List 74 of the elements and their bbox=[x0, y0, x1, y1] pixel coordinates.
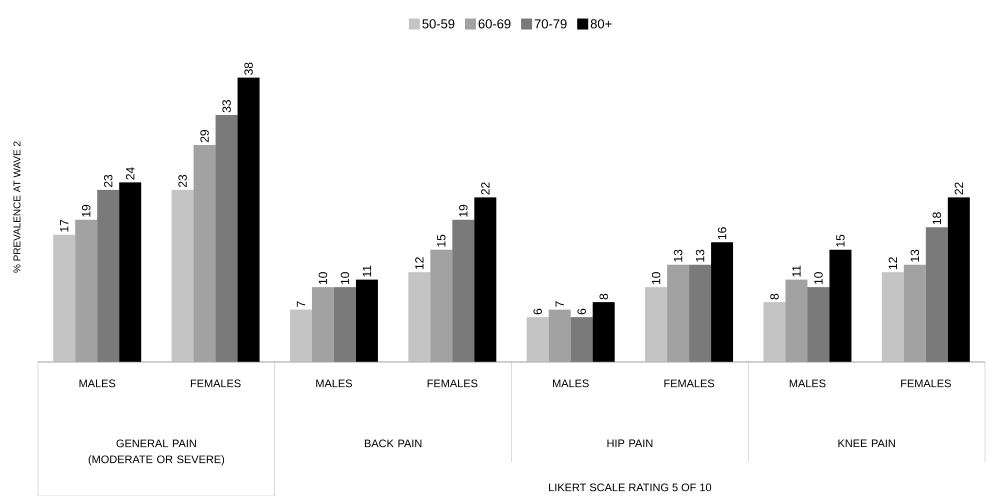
data-label: 17 bbox=[60, 220, 68, 232]
legend-label: 50-59 bbox=[422, 19, 454, 28]
x-tick-label: FEMALES bbox=[428, 379, 478, 388]
data-label: 23 bbox=[104, 174, 112, 187]
data-label: 15 bbox=[437, 234, 446, 247]
x-tick-label: FEMALES bbox=[190, 379, 241, 388]
bar bbox=[645, 287, 668, 362]
data-label: 6 bbox=[533, 308, 542, 314]
data-label: 24 bbox=[126, 167, 134, 180]
bar bbox=[172, 190, 194, 362]
bar bbox=[474, 197, 496, 362]
bar bbox=[570, 316, 593, 362]
data-label: 15 bbox=[836, 234, 845, 247]
bar bbox=[408, 272, 430, 362]
bar bbox=[763, 302, 786, 362]
data-label: 33 bbox=[222, 100, 231, 112]
data-label: 10 bbox=[340, 272, 350, 284]
bar bbox=[948, 197, 970, 362]
legend-label: 80+ bbox=[590, 19, 612, 28]
bar bbox=[926, 227, 948, 362]
data-label: 12 bbox=[888, 257, 897, 269]
data-label: 22 bbox=[954, 182, 963, 194]
bar bbox=[356, 280, 378, 362]
data-label: 11 bbox=[362, 266, 372, 276]
bar bbox=[97, 190, 120, 362]
data-label: 12 bbox=[415, 257, 424, 269]
bar bbox=[53, 234, 76, 362]
bar bbox=[334, 287, 356, 362]
bar bbox=[882, 272, 904, 362]
data-label: 16 bbox=[718, 227, 726, 240]
bar bbox=[829, 250, 852, 362]
bar bbox=[711, 242, 734, 362]
data-label: 13 bbox=[696, 250, 704, 262]
data-label: 8 bbox=[770, 294, 779, 300]
x-tick-label: MALES bbox=[80, 379, 116, 388]
y-axis-title: % PREVALENCE AT WAVE 2 bbox=[13, 141, 20, 273]
bar bbox=[119, 182, 142, 362]
data-label: 10 bbox=[652, 272, 660, 284]
data-label: 13 bbox=[910, 250, 920, 262]
bar bbox=[290, 310, 312, 362]
bar bbox=[526, 316, 549, 362]
data-label: 18 bbox=[932, 212, 942, 224]
data-label: 8 bbox=[599, 294, 608, 300]
data-label: 10 bbox=[814, 272, 823, 284]
bar bbox=[592, 302, 615, 362]
legend-label: 60-69 bbox=[478, 19, 510, 28]
text: LIKERT SCALE RATING 5 OF 10 bbox=[549, 483, 712, 492]
data-label: 7 bbox=[556, 301, 564, 307]
data-label: 6 bbox=[577, 308, 586, 314]
text: BACK PAIN bbox=[364, 439, 422, 448]
text: HIP PAIN bbox=[607, 439, 652, 447]
data-label: 22 bbox=[481, 182, 490, 194]
data-label: 19 bbox=[459, 204, 468, 217]
bar bbox=[689, 264, 712, 362]
x-tick-label: MALES bbox=[790, 379, 826, 388]
data-label: 7 bbox=[296, 301, 306, 307]
x-tick-label: FEMALES bbox=[664, 379, 714, 388]
text: KNEE PAIN bbox=[838, 439, 895, 447]
data-label: 19 bbox=[82, 204, 90, 217]
x-tick-label: MALES bbox=[553, 379, 589, 388]
bar bbox=[452, 220, 474, 362]
data-label: 10 bbox=[318, 272, 328, 284]
data-label: 23 bbox=[178, 174, 187, 187]
data-label: 38 bbox=[244, 62, 253, 75]
data-label: 11 bbox=[792, 266, 801, 276]
legend-label: 70-79 bbox=[534, 19, 567, 28]
bar bbox=[216, 114, 238, 362]
x-tick-label: FEMALES bbox=[901, 379, 951, 388]
bar bbox=[238, 77, 260, 362]
text: GENERAL PAIN (MODERATE OR SEVERE) bbox=[88, 439, 224, 466]
x-tick-label: MALES bbox=[316, 379, 352, 388]
data-label: 13 bbox=[674, 250, 682, 262]
bar bbox=[807, 287, 830, 362]
data-label: 29 bbox=[200, 130, 209, 142]
